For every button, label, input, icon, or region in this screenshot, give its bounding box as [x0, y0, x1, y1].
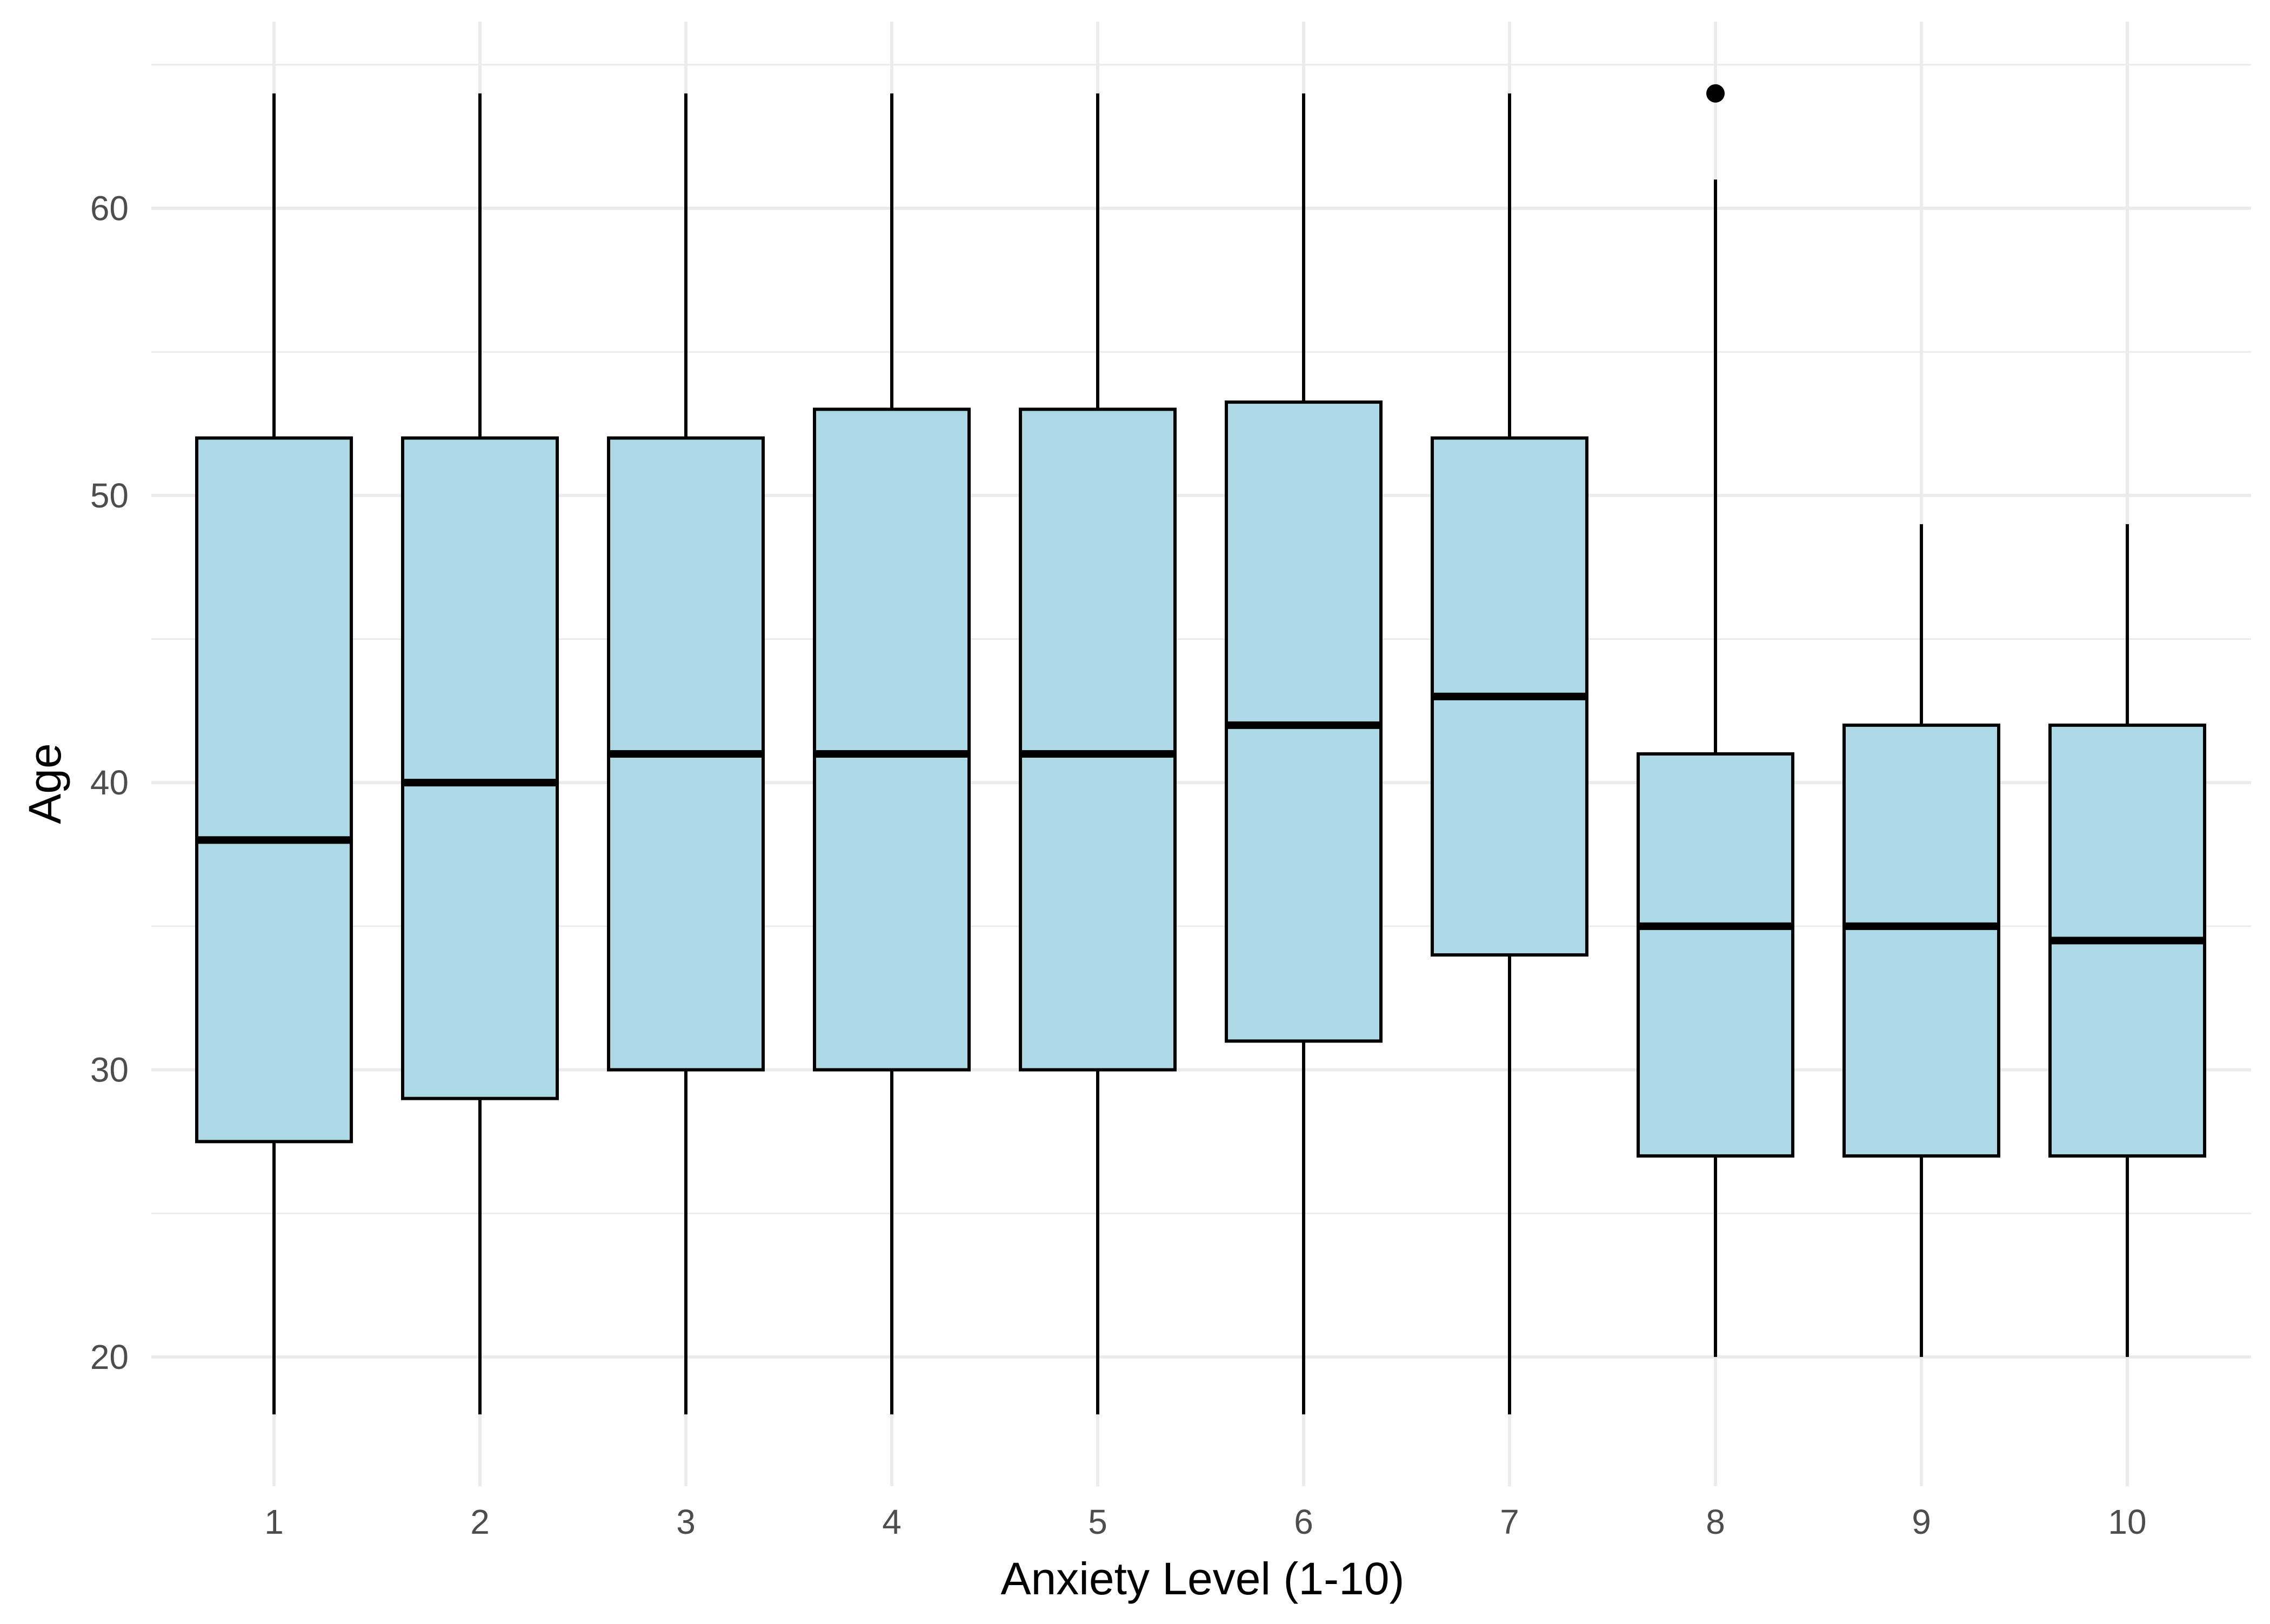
axes: 20 30 40 50 60 1 2 3 4 5 6 7 8 9 10 [90, 189, 2147, 1541]
x-tick-label: 1 [264, 1502, 284, 1541]
box-9 [1842, 524, 2000, 1357]
iqr-box [1842, 723, 2000, 1158]
box-8 [1637, 84, 1794, 1357]
box-6 [1225, 93, 1383, 1415]
iqr-box [401, 436, 559, 1100]
box-3 [607, 93, 765, 1415]
y-axis-title: Age [19, 743, 70, 824]
x-tick-label: 5 [1088, 1502, 1107, 1541]
iqr-box [1019, 407, 1177, 1072]
x-tick-label: 10 [2108, 1502, 2146, 1541]
box-10 [2048, 524, 2206, 1357]
box-5 [1019, 93, 1177, 1415]
iqr-box [195, 436, 353, 1144]
x-tick-label: 7 [1500, 1502, 1519, 1541]
x-tick-label: 2 [470, 1502, 490, 1541]
y-tick-label: 50 [90, 476, 129, 515]
y-tick-label: 60 [90, 189, 129, 228]
outlier-point [1706, 84, 1725, 103]
box-4 [813, 93, 971, 1415]
x-tick-label: 8 [1706, 1502, 1725, 1541]
y-tick-label: 40 [90, 763, 129, 802]
x-tick-label: 6 [1294, 1502, 1313, 1541]
x-tick-label: 3 [676, 1502, 696, 1541]
box-series [195, 84, 2206, 1415]
y-tick-label: 30 [90, 1051, 129, 1090]
x-tick-label: 9 [1912, 1502, 1931, 1541]
x-axis-title: Anxiety Level (1-10) [1000, 1553, 1404, 1604]
iqr-box [1637, 752, 1794, 1158]
x-tick-label: 4 [882, 1502, 902, 1541]
box-7 [1431, 93, 1588, 1415]
iqr-box [813, 407, 971, 1072]
box-2 [401, 93, 559, 1415]
y-tick-label: 20 [90, 1338, 129, 1376]
box-1 [195, 93, 353, 1415]
